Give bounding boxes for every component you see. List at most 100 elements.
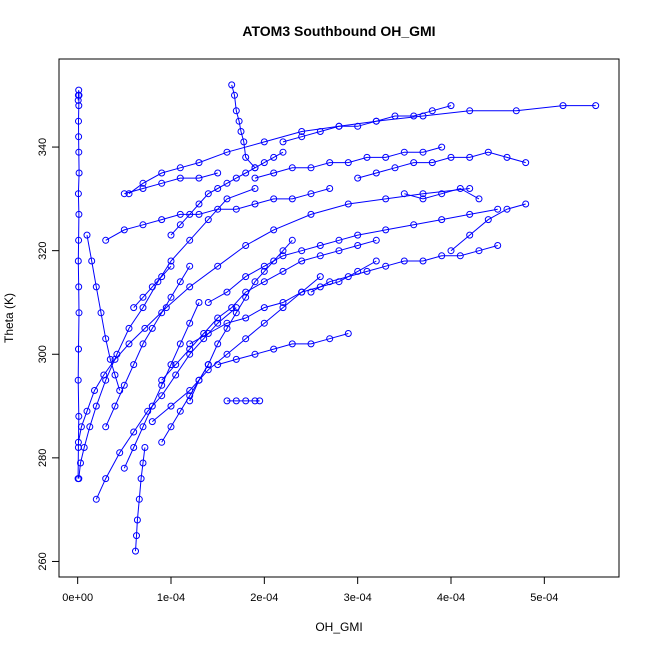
series-line <box>404 187 480 200</box>
data-point <box>372 236 380 244</box>
data-point <box>466 185 474 192</box>
data-point <box>512 107 520 115</box>
series-line <box>78 188 256 479</box>
data-point <box>228 81 236 89</box>
data-point <box>232 107 240 115</box>
data-point <box>419 257 427 265</box>
x-axis-label: OH_GMI <box>315 620 362 634</box>
series-25 <box>447 200 530 255</box>
y-axis-label: Theta (K) <box>2 293 16 343</box>
data-point <box>130 444 138 451</box>
data-point <box>363 267 371 275</box>
data-point <box>158 216 166 224</box>
data-point <box>214 205 222 213</box>
data-point <box>102 335 110 343</box>
data-point <box>214 169 222 177</box>
data-point <box>522 200 530 208</box>
data-point <box>97 309 105 317</box>
data-point <box>410 221 418 229</box>
y-tick-label: 300 <box>37 345 49 363</box>
data-point <box>260 138 268 146</box>
data-point <box>214 262 222 270</box>
series-line <box>282 105 452 143</box>
data-point <box>204 330 212 337</box>
data-point <box>242 335 250 343</box>
series-line <box>254 146 442 179</box>
series-16 <box>167 148 287 239</box>
data-point <box>242 397 250 405</box>
data-point <box>167 423 175 431</box>
data-point <box>251 200 259 208</box>
chart-title: ATOM3 Southbound OH_GMI <box>242 23 435 39</box>
data-point <box>102 376 110 384</box>
data-point <box>111 371 119 379</box>
data-point <box>270 169 278 177</box>
series-24 <box>400 185 483 203</box>
series-line <box>133 265 172 308</box>
data-point <box>195 159 203 167</box>
data-point <box>326 185 334 192</box>
data-point <box>116 387 124 394</box>
series-12 <box>148 273 324 426</box>
data-point <box>148 402 156 410</box>
data-point <box>279 299 287 306</box>
data-point <box>195 210 203 218</box>
data-point <box>326 159 334 167</box>
data-point <box>186 210 194 218</box>
data-point <box>307 164 315 172</box>
data-point <box>559 102 567 110</box>
data-point <box>279 148 287 156</box>
data-point <box>251 164 259 172</box>
data-point <box>251 185 259 192</box>
data-point <box>75 236 83 244</box>
data-point <box>288 164 296 172</box>
data-point <box>232 205 240 213</box>
data-point <box>167 293 175 301</box>
data-point <box>354 231 362 239</box>
data-point <box>83 231 91 239</box>
data-point <box>316 128 324 135</box>
data-point <box>438 252 446 260</box>
data-point <box>195 299 203 306</box>
data-point <box>214 185 222 192</box>
data-point <box>176 407 184 415</box>
series-5 <box>132 444 149 555</box>
series-4 <box>228 81 259 172</box>
data-point <box>74 91 82 99</box>
data-point <box>120 190 128 198</box>
data-point <box>237 128 245 135</box>
data-point <box>176 340 184 348</box>
data-point <box>363 153 371 161</box>
data-point <box>223 195 231 203</box>
data-point <box>75 210 83 218</box>
data-point <box>456 185 464 192</box>
data-point <box>456 252 464 260</box>
data-point <box>447 153 455 161</box>
data-point <box>307 288 315 296</box>
data-point <box>144 407 152 415</box>
data-point <box>176 221 184 229</box>
data-point <box>494 205 502 213</box>
data-point <box>344 273 352 281</box>
data-point <box>148 418 156 426</box>
data-point <box>74 376 82 384</box>
data-point <box>113 350 121 358</box>
data-point <box>298 128 306 135</box>
data-point <box>307 340 315 348</box>
series-26 <box>158 361 212 446</box>
data-point <box>102 475 110 483</box>
data-point <box>116 449 124 457</box>
data-point <box>204 361 212 369</box>
data-point <box>270 195 278 203</box>
series-line <box>135 447 146 552</box>
data-point <box>75 86 83 94</box>
data-point <box>307 190 315 198</box>
data-point <box>186 319 194 327</box>
data-point <box>158 309 166 317</box>
data-point <box>75 148 83 156</box>
data-point <box>74 257 82 265</box>
data-point <box>410 112 418 120</box>
data-point <box>111 402 119 410</box>
